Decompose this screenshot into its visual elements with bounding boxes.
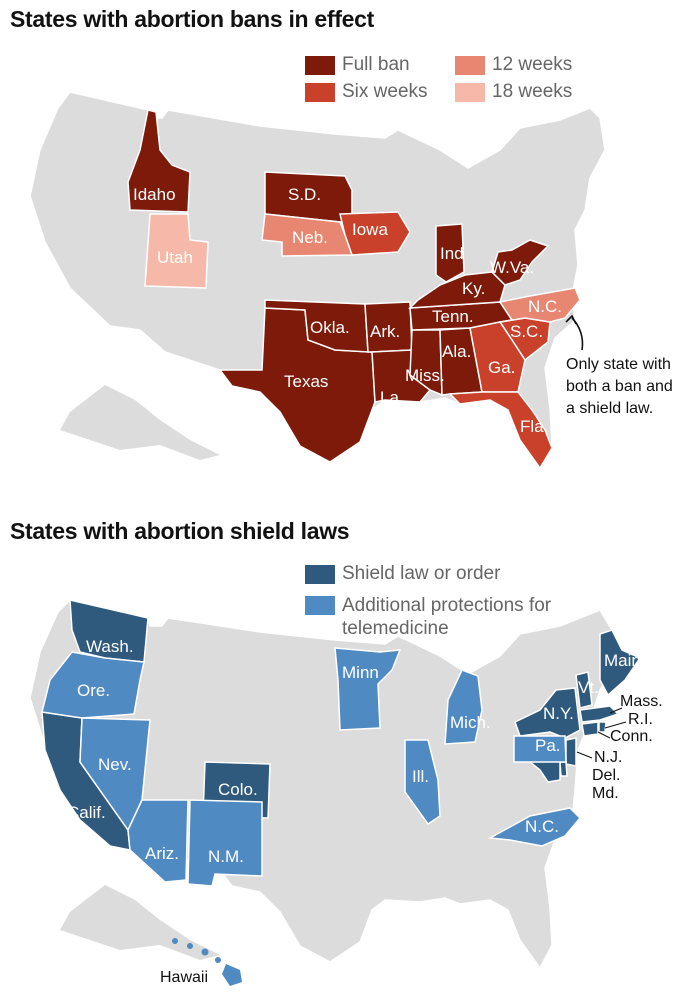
label-calif: Calif. [67,803,106,822]
legend-item-telemedicine: Additional protections for telemedicine [305,594,575,640]
annotation-text: Only state with both a ban and a shield … [566,356,673,417]
label-tenn: Tenn. [432,307,474,326]
label-ore: Ore. [77,681,110,700]
state-mich [444,669,483,745]
label-fla: Fla. [520,417,548,436]
state-wva [491,239,550,286]
label-nm: N.M. [208,847,244,866]
state-hawaii [172,938,242,986]
state-nj [565,737,577,767]
alaska [60,885,220,960]
state-fla [448,391,553,470]
legend-swatch [455,55,485,75]
alaska [60,385,220,460]
label-minn: Minn [342,663,379,682]
state-neb [261,213,354,257]
label-hawaii: Hawaii [160,969,208,986]
label-idaho: Idaho [133,185,176,204]
label-ill: Ill. [412,767,429,786]
label-maine: Maine [604,651,650,670]
state-del [559,761,568,777]
legend-label: Full ban [342,54,410,75]
label-ark: Ark. [370,322,400,341]
label-miss: Miss. [405,366,445,385]
label-nev: Nev. [98,755,132,774]
label-wva: W.Va. [490,258,534,277]
legend-label: 18 weeks [492,81,573,102]
label-ny: N.Y. [543,704,574,723]
state-nm [187,799,263,887]
label-nc: N.C. [525,817,559,836]
label-ga: Ga. [488,358,515,377]
label-sc: S.C. [510,322,543,341]
label-iowa: Iowa [352,220,388,239]
legend-item-full-ban: Full ban [305,54,410,76]
shield-map: Wash. Ore. Nev. Calif. Colo. Ariz. N.M. … [29,599,663,986]
state-nc [487,807,582,847]
legend-item-six-weeks: Six weeks [305,81,428,103]
legend-label: 12 weeks [492,54,573,75]
label-del: Del. [592,767,620,784]
label-ariz: Ariz. [145,844,179,863]
label-ri: R.I. [628,711,653,728]
state-mass [579,705,620,723]
state-ny [514,687,581,739]
annotation-arrowhead [565,314,577,325]
state-miss [409,329,443,397]
legend-swatch [305,596,335,615]
label-la: La. [380,388,404,407]
bans-map-title: States with abortion bans in effect [10,6,374,32]
label-ind: Ind [440,244,464,263]
label-mich: Mich. [450,713,491,732]
state-ind [435,223,465,283]
legend-label: Additional protections for telemedicine [342,595,552,639]
label-sd: S.D. [288,185,321,204]
state-minn [334,647,402,731]
label-okla: Okla. [310,318,350,337]
state-vt [575,671,593,709]
state-maine [599,629,642,697]
state-ore [41,651,145,719]
annotation-arrow [571,317,584,351]
legend-item-shield-law: Shield law or order [305,563,500,585]
label-pa: Pa. [535,736,561,755]
label-utah: Utah [157,248,193,267]
legend-swatch [305,55,335,75]
label-md: Md. [592,785,619,802]
label-ala: Ala. [442,342,471,361]
state-utah [144,213,209,289]
label-texas: Texas [284,372,328,391]
shield-map-title: States with abortion shield laws [10,518,350,544]
label-wash: Wash. [86,637,134,656]
legend-item-18-weeks: 18 weeks [455,81,572,103]
label-ky: Ky. [462,279,485,298]
legend-swatch [305,82,335,102]
state-conn [581,721,599,737]
label-mass: Mass. [620,693,663,710]
legend-label: Shield law or order [342,563,501,584]
legend-item-12-weeks: 12 weeks [455,54,572,76]
label-neb: Neb. [292,228,328,247]
state-ill [404,739,441,826]
label-colo: Colo. [218,780,258,799]
state-idaho [127,109,191,213]
state-nc [498,287,581,323]
label-vt: Vt. [578,678,599,697]
state-ariz [127,799,189,883]
state-pa [513,735,567,763]
leader-lines [576,707,627,759]
label-conn: Conn. [610,728,653,745]
bans-map: Idaho Utah S.D. Neb. Iowa Okla. Texas Ar… [29,91,606,470]
state-ri [598,721,607,733]
label-nj: N.J. [594,749,622,766]
legend-swatch [305,564,335,584]
legend-swatch [455,82,485,102]
legend-label: Six weeks [342,81,428,102]
label-nc: N.C. [528,297,562,316]
